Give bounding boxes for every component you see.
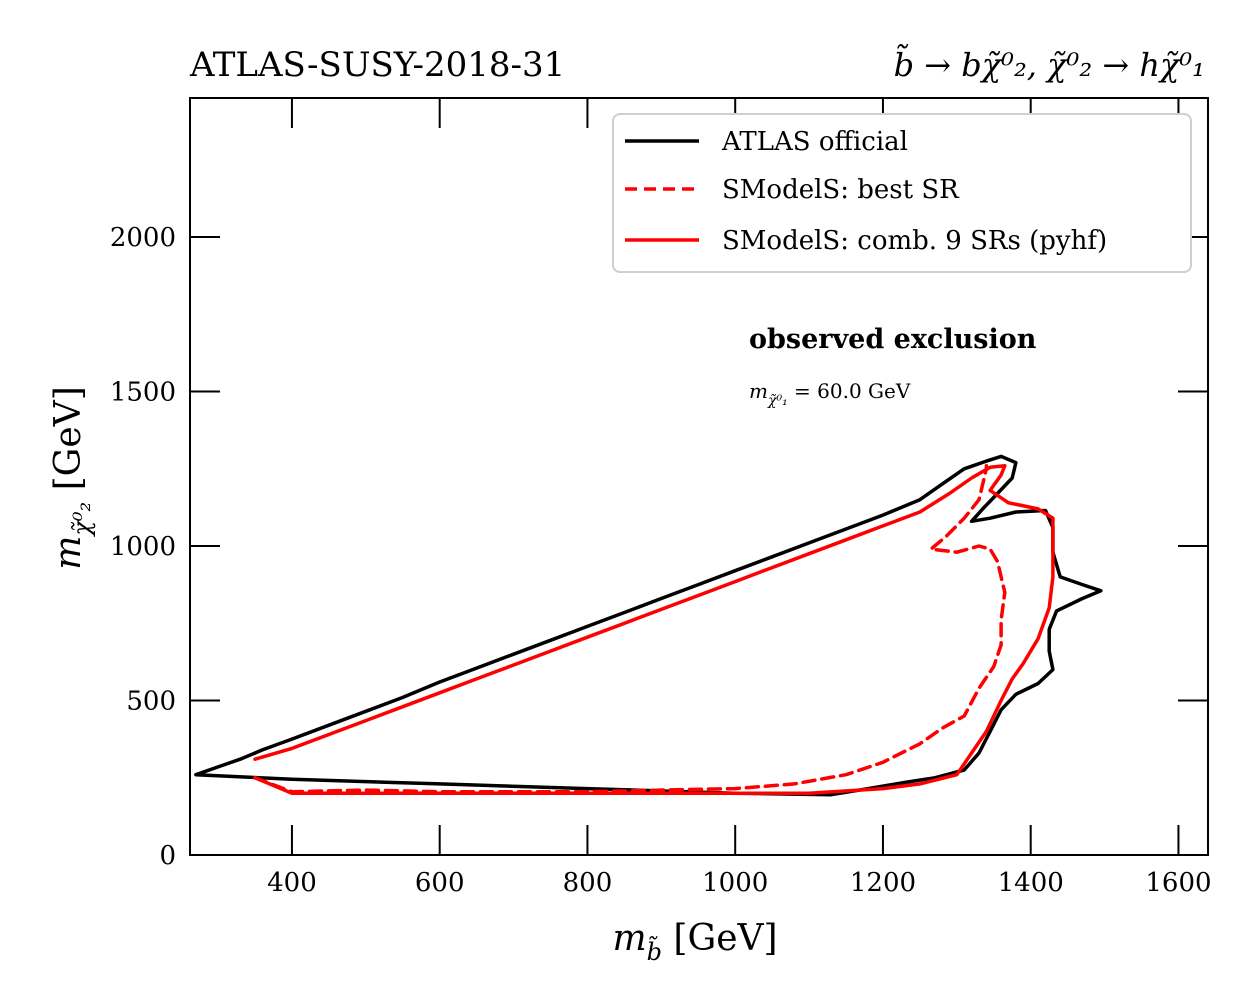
x-axis-label: mb̃ [GeV] xyxy=(612,918,777,966)
analysis-title: ATLAS-SUSY-2018-31 xyxy=(189,45,565,85)
legend-label-comb: SModelS: comb. 9 SRs (pyhf) xyxy=(722,226,1107,256)
y-tick-label: 1500 xyxy=(110,378,176,408)
lsp-mass-label: mχ̃⁰₁ = 60.0 GeV xyxy=(749,379,911,409)
x-tick-label: 400 xyxy=(267,868,317,898)
legend-label-best-sr: SModelS: best SR xyxy=(722,175,960,205)
process-title: b̃ → bχ̃⁰₂, χ̃⁰₂ → hχ̃⁰₁ xyxy=(894,45,1205,84)
plot-frame xyxy=(189,97,1209,856)
smodels-best-sr-contour xyxy=(253,463,1007,794)
legend-box xyxy=(612,113,1192,273)
tick-layer: 400 600 800 1000 1200 1400 1600 0 500 1000 1500 200… xyxy=(110,98,1212,898)
observed-exclusion-label: observed exclusion xyxy=(749,324,1037,355)
x-tick-label: 600 xyxy=(415,868,465,898)
y-tick-label: 2000 xyxy=(110,223,176,253)
legend-label-atlas: ATLAS official xyxy=(721,127,908,157)
y-axis-label: mχ̃⁰₂ [GeV] xyxy=(48,386,96,570)
x-tick-label: 1000 xyxy=(702,868,768,898)
x-tick-label: 1600 xyxy=(1145,868,1211,898)
atlas-official-contour xyxy=(194,454,1103,797)
x-tick-label: 800 xyxy=(563,868,613,898)
x-tick-label: 1200 xyxy=(850,868,916,898)
x-tick-label: 1400 xyxy=(998,868,1064,898)
smodels-combined-contour xyxy=(253,463,1055,795)
y-tick-label: 1000 xyxy=(110,532,176,562)
series-layer xyxy=(194,454,1103,797)
legend: ATLAS official SModelS: best SR SModelS:… xyxy=(612,113,1192,273)
y-tick-label: 0 xyxy=(159,841,176,871)
y-tick-label: 500 xyxy=(126,687,176,717)
